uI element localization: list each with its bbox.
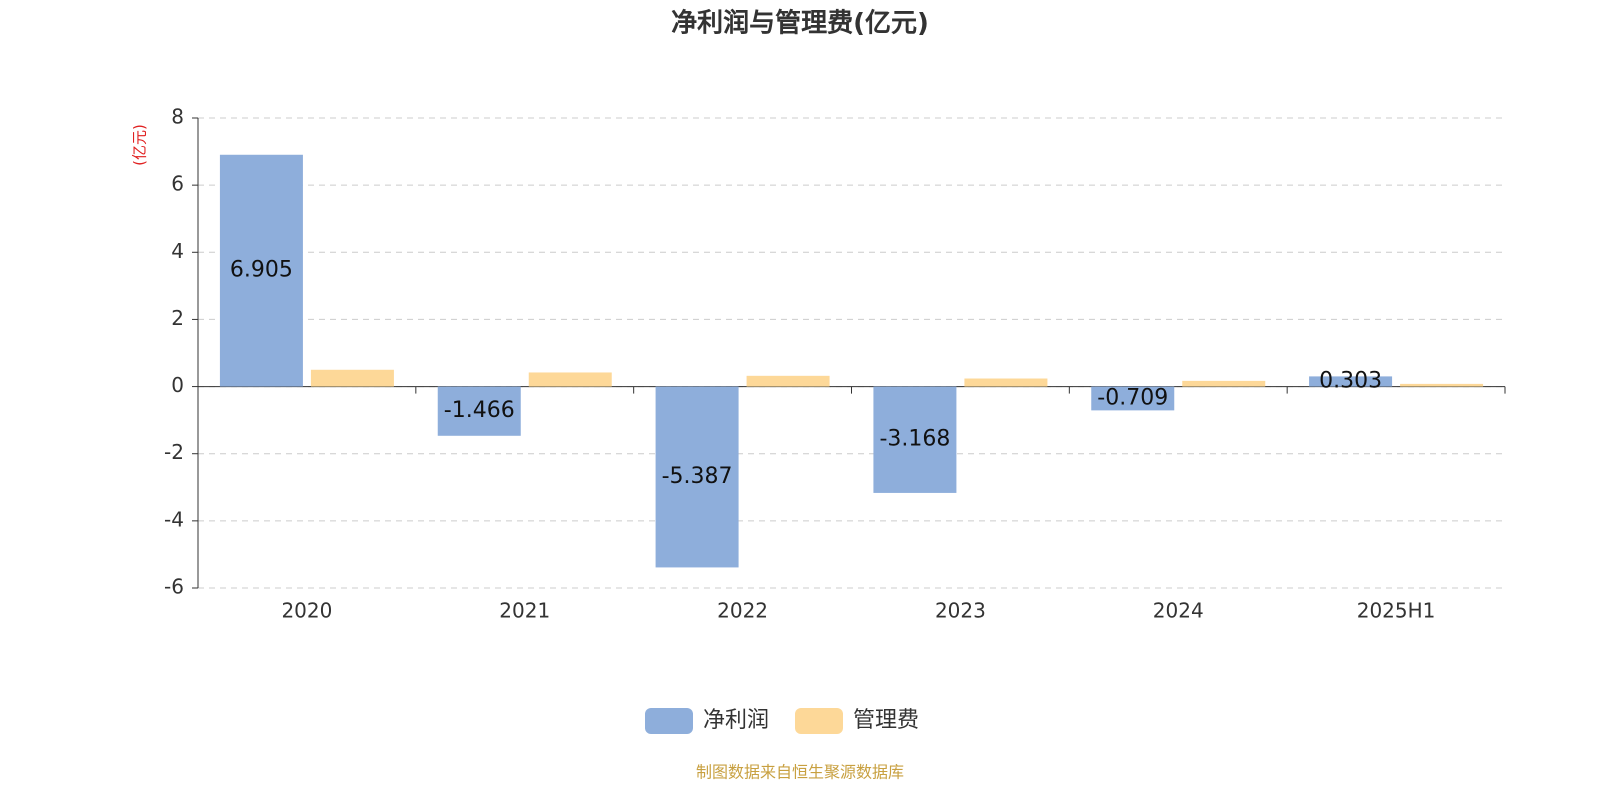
legend-label: 管理费	[853, 708, 919, 733]
bar	[310, 369, 394, 387]
bar	[1182, 380, 1266, 387]
data-label: 0.303	[1319, 368, 1382, 393]
bar	[746, 375, 830, 387]
x-tick-label: 2023	[935, 599, 986, 623]
x-tick-label: 2020	[281, 599, 332, 623]
bar	[655, 386, 739, 568]
bar	[873, 386, 957, 493]
data-label: -1.466	[444, 398, 515, 423]
bar	[528, 372, 612, 387]
data-label: -3.168	[879, 427, 950, 452]
data-label: -5.387	[662, 464, 733, 489]
y-tick-label: 0	[171, 373, 184, 397]
y-tick-label: 6	[171, 172, 184, 196]
y-tick-label: 2	[171, 306, 184, 330]
legend-swatch	[645, 708, 693, 734]
x-tick-label: 2025H1	[1357, 599, 1436, 623]
y-tick-label: -6	[164, 575, 184, 599]
legend-swatch	[795, 708, 843, 734]
y-tick-label: 8	[171, 105, 184, 129]
legend-label: 净利润	[703, 708, 769, 733]
bar	[219, 154, 303, 387]
y-axis-label: (亿元)	[131, 124, 149, 166]
source-note: 制图数据来自恒生聚源数据库	[696, 763, 904, 782]
x-tick-label: 2024	[1153, 599, 1204, 623]
bar	[1400, 383, 1484, 387]
data-label: 6.905	[230, 258, 293, 283]
y-tick-label: -4	[164, 507, 184, 531]
x-tick-label: 2021	[499, 599, 550, 623]
bar	[1091, 386, 1175, 411]
y-tick-label: -2	[164, 440, 184, 464]
chart-title: 净利润与管理费(亿元)	[671, 8, 929, 39]
y-tick-label: 4	[171, 239, 184, 263]
bar	[1309, 376, 1393, 387]
bar	[964, 378, 1048, 387]
bar	[437, 386, 521, 436]
data-label: -0.709	[1097, 385, 1168, 410]
x-tick-label: 2022	[717, 599, 768, 623]
